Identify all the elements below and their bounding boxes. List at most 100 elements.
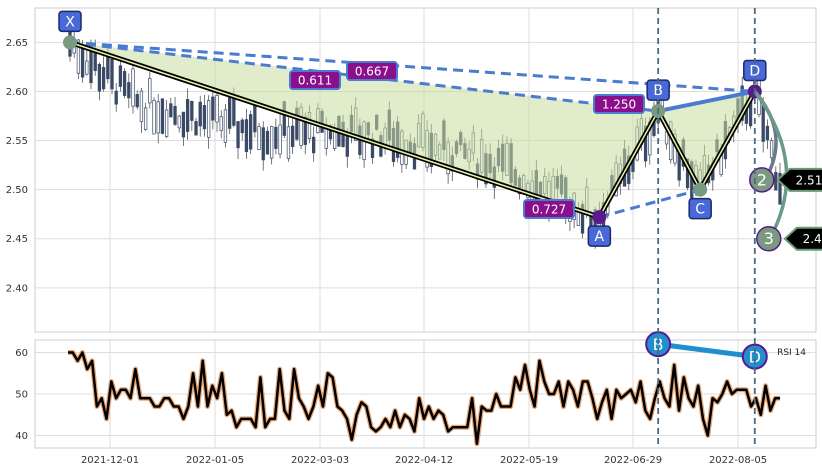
pattern-badge [587,225,612,247]
candle-body [324,126,328,149]
candle-body [85,60,89,75]
pattern-badge [58,10,82,33]
candle-body [244,119,249,153]
ratio-badge [346,61,398,81]
x-tick: 2022-04-12 [395,455,453,466]
candle-body [236,121,240,149]
candle-body [131,68,135,107]
price-y-tick: 2.55 [6,136,28,147]
candle-body [110,58,114,90]
candle-body [97,63,102,92]
candle-body [76,39,81,74]
ac-ratio-line [598,188,701,219]
candle-body [194,121,198,136]
candle-body [152,100,156,135]
x-tick: 2022-05-19 [500,455,558,466]
candle-body [93,50,97,71]
target-arc-3 [753,90,789,240]
pattern-badge [688,197,712,220]
candle-body [215,94,219,123]
pattern-leg-highlight [699,91,756,191]
candle-body [274,126,278,149]
pattern-leg-highlight [598,110,659,218]
rsi-divergence-label: B [653,335,664,354]
x-tick: 2022-03-03 [291,455,349,466]
candle-body [164,109,169,137]
candle-body [135,94,139,108]
pattern-leg-highlight [69,41,600,218]
candle-body [211,96,215,121]
candle-body [148,78,152,104]
x-tick: 2022-06-29 [604,455,662,466]
rsi-divergence-line [657,341,756,360]
price-panel: 2.40 2.45 2.50 2.55 2.60 2.65 0.611 0.667 0.727… [6,7,822,333]
price-grid [35,8,816,332]
target-circle [756,225,782,252]
pattern-label: X [65,14,75,30]
rsi-line [68,350,780,447]
candle-body [286,126,291,159]
candle-body [345,135,349,157]
candle-body [240,119,244,134]
candle-body [333,129,337,149]
candle-body [101,67,106,90]
price-y-axis: 2.40 2.45 2.50 2.55 2.60 2.65 [6,38,28,294]
pattern-point-C [693,182,708,197]
candle-body [139,90,144,123]
pattern-leg-highlight [657,110,701,190]
pattern-label: C [695,202,705,218]
candle-body [143,107,148,130]
candle-body [774,171,778,191]
target-number: 3 [764,229,774,248]
candle-body [114,90,118,105]
ratio-label: 0.667 [355,65,389,79]
ratio-label: 0.611 [298,74,332,88]
bcd-triangle [658,91,755,190]
candle-body [248,114,253,150]
candle-body [173,105,177,125]
ratio-badge [289,70,341,90]
candle-body [227,96,232,129]
rsi-y-tick: 50 [15,390,28,401]
target-label: 2.510 [796,173,822,187]
price-y-tick: 2.50 [6,185,28,196]
candle-body [778,172,782,205]
x-tick: 2022-08-05 [709,455,767,466]
pattern-label: A [595,229,605,245]
candle-body [156,101,160,134]
target-number: 2 [757,170,767,189]
candle-body [265,130,270,155]
price-y-tick: 2.60 [6,87,28,98]
candle-body [118,65,123,87]
ratio-badge [593,94,645,114]
price-y-tick: 2.40 [6,283,28,294]
pattern-point-X [63,35,77,50]
price-y-tick: 2.65 [6,38,28,49]
ratio-label: 0.727 [532,203,566,217]
candle-body [219,116,223,131]
ratio-badge [523,199,575,219]
candle-body [312,136,316,154]
candle-body [185,99,190,132]
x-axis: 2021-12-01 2022-01-05 2022-03-03 2022-04-12… [81,455,767,466]
xab-triangle [70,42,659,218]
candle-body [122,71,127,96]
target-flag [776,167,822,192]
target-label: 2.450 [803,232,822,246]
target-flag [783,226,822,251]
rsi-legend: RSI 14 [777,348,806,358]
candle-body [198,101,202,127]
rsi-y-axis: 40 50 60 [15,348,28,442]
candle-body [223,109,228,143]
candle-body [181,111,186,138]
candle-body [270,125,274,159]
candle-body [761,102,765,142]
target-circle [749,167,775,193]
candle-body [257,126,261,150]
candle-body [765,125,770,141]
candle-body [127,82,131,99]
candle-body [253,104,257,133]
rsi-divergence: BD [645,331,768,370]
